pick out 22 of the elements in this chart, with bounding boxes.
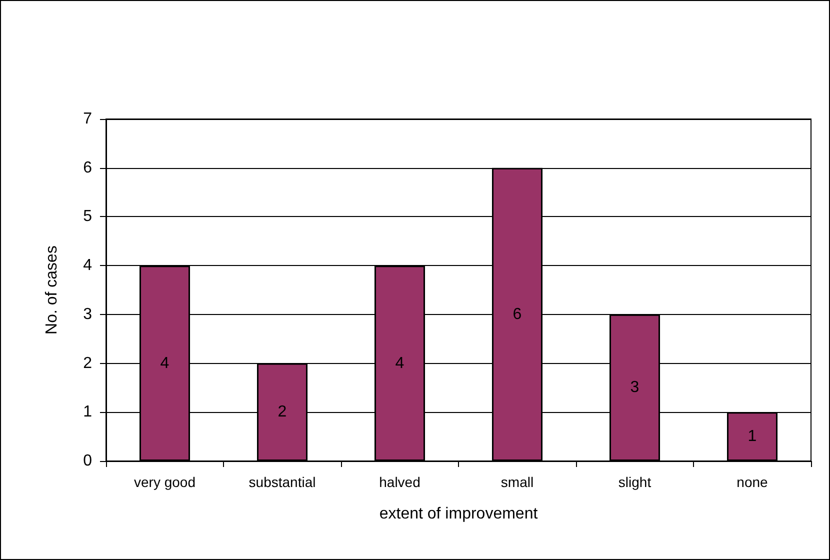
data-label: 1: [748, 428, 757, 446]
y-tick-label: 0: [83, 452, 92, 470]
y-tick-label: 2: [83, 354, 92, 372]
data-label: 6: [512, 306, 522, 323]
y-tick-label: 7: [83, 110, 92, 128]
y-tick-label: 1: [83, 404, 92, 421]
x-tick-label: small: [500, 474, 534, 490]
y-tick-label: 6: [83, 159, 92, 176]
x-axis-title: extent of improvement: [379, 506, 538, 522]
y-tick-label: 5: [83, 208, 92, 226]
data-label: 4: [160, 354, 170, 372]
data-label: 2: [278, 404, 287, 421]
data-label: 4: [395, 354, 404, 372]
x-tick-label: substantial: [248, 474, 316, 490]
y-tick-label: 4: [83, 257, 92, 274]
x-tick-label: very good: [134, 474, 196, 490]
y-axis-title: No. of cases: [44, 246, 60, 334]
x-tick-label: slight: [618, 474, 652, 490]
y-tick-label: 3: [83, 306, 92, 323]
data-label: 3: [630, 379, 640, 396]
x-tick-label: halved: [379, 474, 420, 490]
x-tick-label: none: [736, 474, 768, 490]
